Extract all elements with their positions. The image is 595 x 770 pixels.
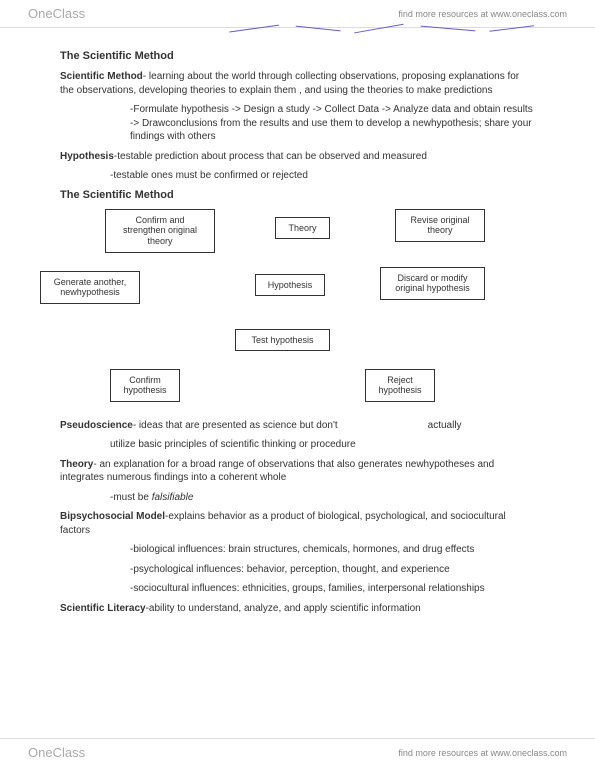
term: Scientific Literacy: [60, 603, 146, 614]
term: Bipsychosocial Model: [60, 511, 165, 522]
definition: Theory- an explanation for a broad range…: [60, 458, 535, 485]
flowchart-node: Test hypothesis: [235, 329, 330, 352]
page-footer: OneClass find more resources at www.onec…: [0, 738, 595, 766]
heading: The Scientific Method: [60, 50, 535, 62]
flowchart-node: Discard or modify original hypothesis: [380, 267, 485, 301]
definition: Bipsychosocial Model-explains behavior a…: [60, 510, 535, 537]
sub-point: -must be falsifiable: [110, 491, 535, 505]
logo: OneClass: [28, 745, 85, 760]
flowchart-node: Confirm and strengthen original theory: [105, 209, 215, 253]
flowchart-node: Theory: [275, 217, 330, 240]
def-text: -ability to understand, analyze, and app…: [146, 603, 421, 614]
page-header: OneClass find more resources at www.onec…: [0, 0, 595, 28]
logo-class: Class: [53, 745, 86, 760]
def-text: actually: [428, 420, 462, 431]
definition: Scientific Method- learning about the wo…: [60, 70, 535, 97]
definition: Hypothesis-testable prediction about pro…: [60, 150, 535, 164]
sub-point: -sociocultural influences: ethnicities, …: [130, 582, 535, 596]
sub-point: utilize basic principles of scientific t…: [110, 438, 535, 452]
logo-one: One: [28, 6, 53, 21]
footer-tagline: find more resources at www.oneclass.com: [398, 748, 567, 758]
flowchart-node: Confirm hypothesis: [110, 369, 180, 403]
term: Scientific Method: [60, 71, 143, 82]
sub-point: -biological influences: brain structures…: [130, 543, 535, 557]
definition: Pseudoscience- ideas that are presented …: [60, 419, 535, 433]
def-text: - ideas that are presented as science bu…: [133, 420, 338, 431]
flowchart: Confirm and strengthen original theory T…: [60, 209, 535, 409]
term: Theory: [60, 459, 93, 470]
sub-point: -Formulate hypothesis -> Design a study …: [130, 103, 535, 144]
term: Pseudoscience: [60, 420, 133, 431]
emphasis: falsifiable: [152, 492, 194, 503]
flowchart-node: Reject hypothesis: [365, 369, 435, 403]
term: Hypothesis: [60, 151, 114, 162]
sub-text: -must be: [110, 492, 152, 503]
document-body: The Scientific Method Scientific Method-…: [0, 28, 595, 615]
definition: Scientific Literacy-ability to understan…: [60, 602, 535, 616]
def-text: - an explanation for a broad range of ob…: [60, 459, 494, 484]
logo-one: One: [28, 745, 53, 760]
logo: OneClass: [28, 6, 85, 21]
flowchart-node: Hypothesis: [255, 274, 325, 297]
flowchart-node: Revise original theory: [395, 209, 485, 243]
def-text: -testable prediction about process that …: [114, 151, 427, 162]
header-tagline: find more resources at www.oneclass.com: [398, 9, 567, 19]
heading: The Scientific Method: [60, 189, 535, 201]
flowchart-node: Generate another, newhypothesis: [40, 271, 140, 305]
sub-point: -psychological influences: behavior, per…: [130, 563, 535, 577]
logo-class: Class: [53, 6, 86, 21]
sub-point: -testable ones must be confirmed or reje…: [110, 169, 535, 183]
